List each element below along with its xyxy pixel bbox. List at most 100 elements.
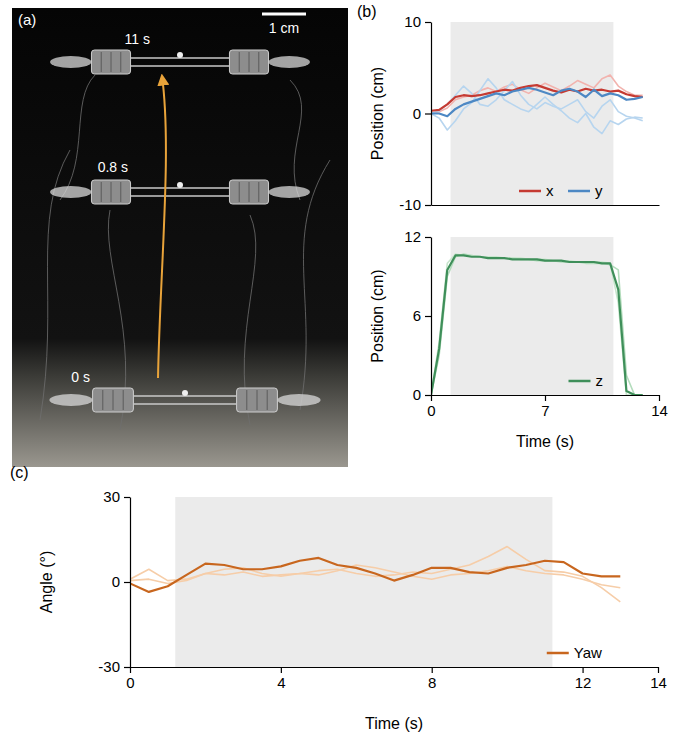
legend: z bbox=[569, 372, 604, 389]
robot-actuator bbox=[229, 180, 268, 204]
legend-swatch bbox=[547, 652, 569, 655]
series-line bbox=[431, 255, 643, 395]
robot-detail bbox=[120, 52, 121, 72]
plot-area bbox=[130, 497, 620, 667]
y-axis-line bbox=[431, 23, 432, 206]
tick-label: 10 bbox=[404, 13, 421, 30]
tick-label: 14 bbox=[651, 402, 668, 419]
tick-label: 4 bbox=[277, 674, 285, 691]
x-axis-title: Time (s) bbox=[516, 433, 574, 450]
y-axis: -10 0 10 bbox=[399, 13, 431, 213]
robot-wing bbox=[50, 56, 91, 68]
robot-actuator bbox=[93, 388, 134, 412]
tether-cable bbox=[60, 75, 95, 200]
tether-cable bbox=[300, 160, 330, 410]
x-axis-line bbox=[432, 205, 660, 206]
time-label: 11 s bbox=[125, 31, 150, 47]
x-axis: 0 7 14 bbox=[427, 395, 668, 419]
line-panel: -10 0 10 Position (cm) (b) xy bbox=[357, 3, 660, 213]
tick-mark bbox=[545, 395, 546, 401]
x-axis-title: Time (s) bbox=[365, 715, 423, 732]
robot-detail bbox=[258, 52, 259, 72]
x-axis-line bbox=[131, 667, 659, 668]
robot-rod bbox=[131, 195, 230, 197]
tick-mark bbox=[124, 582, 130, 583]
legend-label: x bbox=[546, 182, 554, 199]
robot-detail bbox=[239, 52, 240, 72]
tick: 0 bbox=[112, 573, 130, 590]
line-panel: 06120714Position (cm)Time (s)z bbox=[369, 228, 668, 450]
robot-actuator bbox=[91, 180, 130, 204]
y-axis: -30030 bbox=[98, 488, 130, 675]
robot-marker bbox=[182, 390, 188, 396]
tick-mark bbox=[425, 113, 431, 114]
trial-line bbox=[431, 254, 643, 395]
y-axis-line bbox=[431, 238, 432, 396]
tick: 0 bbox=[126, 667, 134, 691]
robot-wing bbox=[269, 56, 310, 68]
legend-swatch bbox=[569, 380, 591, 383]
robot-rod bbox=[131, 65, 230, 67]
robot-detail bbox=[267, 390, 268, 410]
tick: 6 bbox=[413, 307, 431, 324]
legend: Yaw bbox=[547, 644, 602, 661]
legend-label: z bbox=[596, 372, 604, 389]
series-line bbox=[130, 558, 620, 592]
time-label: 0 s bbox=[71, 369, 90, 385]
photo-background bbox=[12, 8, 348, 467]
robot-detail bbox=[111, 182, 112, 202]
trial-line bbox=[431, 254, 643, 395]
tick-label: -10 bbox=[399, 196, 421, 213]
tick-label: 8 bbox=[428, 674, 436, 691]
tick-label: 0 bbox=[413, 386, 421, 403]
tick: 30 bbox=[103, 488, 130, 505]
robot-wing bbox=[277, 394, 320, 406]
robot-detail bbox=[101, 52, 102, 72]
y-axis-title: Angle (°) bbox=[38, 551, 55, 613]
legend: xy bbox=[519, 182, 603, 199]
robot-detail bbox=[111, 52, 112, 72]
trial-line bbox=[130, 565, 620, 588]
tick: 7 bbox=[541, 395, 549, 419]
panel-letter: (c) bbox=[10, 464, 29, 481]
figure-svg: 11 s0.8 s0 s1 cm(a)-10010Position (cm)(b… bbox=[0, 0, 688, 744]
robot-detail bbox=[123, 390, 124, 410]
tick-mark bbox=[124, 667, 130, 668]
tick: 0 bbox=[413, 105, 431, 122]
robot-detail bbox=[102, 390, 103, 410]
robot-wing bbox=[50, 186, 91, 198]
robot-actuator bbox=[237, 388, 278, 412]
tick-label: 0 bbox=[112, 573, 120, 590]
tick-mark bbox=[425, 316, 431, 317]
robot-wing bbox=[269, 186, 310, 198]
tick-mark bbox=[659, 395, 660, 401]
tether-cable bbox=[290, 80, 302, 200]
tick-mark bbox=[658, 667, 659, 673]
tick-label: 0 bbox=[427, 402, 435, 419]
photo-panel: 11 s0.8 s0 s1 cm(a) bbox=[12, 8, 348, 467]
tick-label: 6 bbox=[413, 307, 421, 324]
robot bbox=[50, 180, 310, 204]
tick-mark bbox=[425, 22, 431, 23]
scale-bar-label: 1 cm bbox=[269, 20, 299, 36]
tick-mark bbox=[425, 395, 431, 396]
tick: 0 bbox=[427, 395, 435, 419]
tick-label: 30 bbox=[103, 488, 120, 505]
line-panel: -300300481214Angle (°)Time (s)(c)Yaw bbox=[10, 464, 667, 732]
robot-marker bbox=[177, 52, 183, 58]
robot-detail bbox=[258, 182, 259, 202]
panel-letter: (b) bbox=[357, 3, 377, 20]
robot-detail bbox=[113, 390, 114, 410]
legend-item: x bbox=[519, 182, 554, 199]
tick: -10 bbox=[399, 196, 431, 213]
tick-mark bbox=[425, 237, 431, 238]
tick-label: 0 bbox=[126, 674, 134, 691]
plot-area bbox=[431, 22, 643, 205]
robot-marker bbox=[177, 182, 183, 188]
legend-swatch bbox=[568, 190, 590, 193]
tick: 14 bbox=[650, 667, 667, 691]
figure-root: 11 s0.8 s0 s1 cm(a)-10010Position (cm)(b… bbox=[0, 0, 688, 744]
shaded-region bbox=[175, 497, 552, 667]
robot-detail bbox=[249, 52, 250, 72]
y-axis-title: Position (cm) bbox=[369, 67, 386, 160]
